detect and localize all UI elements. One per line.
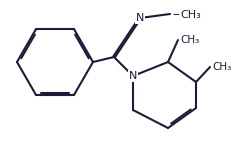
Text: N: N	[129, 71, 137, 81]
Text: CH₃: CH₃	[180, 10, 201, 20]
Text: CH₃: CH₃	[212, 62, 231, 72]
Text: N: N	[136, 13, 144, 23]
Text: CH₃: CH₃	[180, 35, 199, 45]
Text: —: —	[172, 9, 184, 21]
